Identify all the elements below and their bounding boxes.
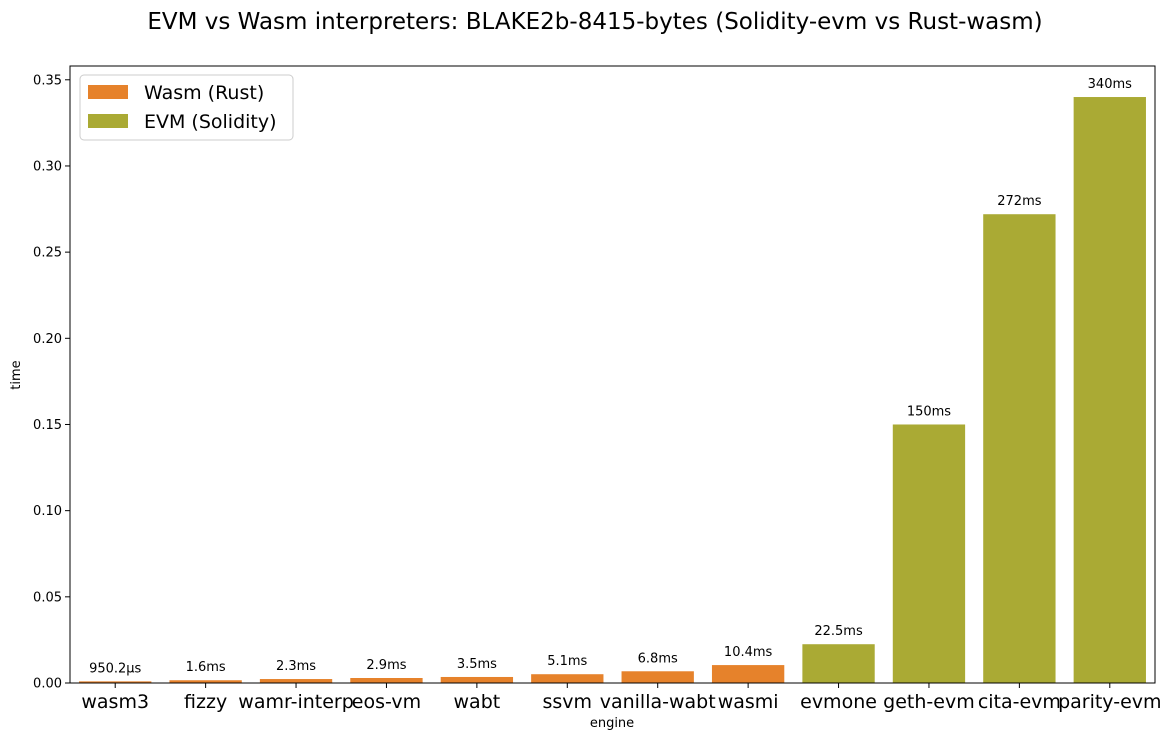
plot-frame	[69, 65, 1156, 684]
data-label-wamr-interp: 2.3ms	[276, 659, 316, 674]
bar-ssvm	[531, 674, 604, 683]
y-axis-label: time	[9, 360, 24, 389]
bar-wasmi	[711, 665, 785, 683]
bar-wamr-interp	[259, 679, 333, 683]
y-tick-label: 0.30	[33, 159, 62, 174]
bar-geth-evm	[892, 424, 966, 683]
data-label-evmone: 22.5ms	[814, 624, 863, 639]
bar-vanilla-wabt	[621, 671, 694, 683]
legend-label-evm: EVM (Solidity)	[144, 111, 277, 133]
data-label-vanilla-wabt: 6.8ms	[638, 651, 678, 666]
data-label-wasmi: 10.4ms	[724, 645, 773, 660]
x-tick-label-wasmi: wasmi	[718, 691, 779, 713]
bar-wasm3	[79, 681, 152, 683]
x-tick-label-wabt: wabt	[454, 691, 501, 713]
y-tick-label: 0.25	[33, 246, 62, 261]
data-label-wasm3: 950.2µs	[89, 661, 141, 676]
bars	[79, 97, 1146, 683]
legend-label-wasm: Wasm (Rust)	[144, 82, 264, 104]
bar-eos-vm	[350, 678, 423, 683]
x-tick-label-wasm3: wasm3	[81, 691, 149, 713]
y-tick-label: 0.20	[33, 332, 62, 347]
x-tick-label-ssvm: ssvm	[543, 691, 593, 713]
legend: Wasm (Rust) EVM (Solidity)	[79, 74, 294, 141]
chart-title: EVM vs Wasm interpreters: BLAKE2b-8415-b…	[147, 9, 1042, 35]
data-label-fizzy: 1.6ms	[186, 660, 226, 675]
x-tick-label-eos-vm: eos-vm	[352, 691, 421, 713]
data-label-geth-evm: 150ms	[907, 404, 951, 419]
data-label-parity-evm: 340ms	[1088, 77, 1132, 92]
y-axis: 0.00 0.05 0.10 0.15 0.20 0.25 0.30 0.35	[33, 73, 70, 692]
y-tick-label: 0.10	[33, 504, 62, 519]
x-tick-label-evmone: evmone	[800, 691, 877, 713]
legend-swatch-wasm	[88, 85, 128, 99]
data-label-ssvm: 5.1ms	[547, 654, 587, 669]
x-tick-label-fizzy: fizzy	[184, 691, 227, 713]
x-axis-label: engine	[590, 716, 634, 731]
bar-parity-evm	[1073, 97, 1146, 683]
legend-swatch-evm	[88, 114, 128, 128]
x-tick-label-vanilla-wabt: vanilla-wabt	[600, 691, 716, 713]
bar-fizzy	[169, 680, 242, 683]
x-tick-label-parity-evm: parity-evm	[1058, 691, 1161, 713]
y-tick-label: 0.05	[33, 590, 62, 605]
y-tick-label: 0.15	[33, 418, 62, 433]
x-tick-label-cita-evm: cita-evm	[978, 691, 1061, 713]
bar-cita-evm	[983, 214, 1056, 683]
y-tick-label: 0.35	[33, 73, 62, 88]
bar-wabt	[440, 676, 514, 683]
data-label-cita-evm: 272ms	[997, 194, 1041, 209]
bar-evmone	[802, 644, 875, 683]
data-label-eos-vm: 2.9ms	[366, 658, 406, 673]
data-label-wabt: 3.5ms	[457, 657, 497, 672]
x-tick-label-geth-evm: geth-evm	[883, 691, 975, 713]
legend-box	[79, 74, 294, 141]
x-tick-label-wamr-interp: wamr-interp	[238, 691, 353, 713]
y-tick-label: 0.00	[33, 677, 62, 692]
data-labels: 950.2µs 1.6ms 2.3ms 2.9ms 3.5ms 5.1ms 6.8ms 10.…	[89, 77, 1132, 676]
